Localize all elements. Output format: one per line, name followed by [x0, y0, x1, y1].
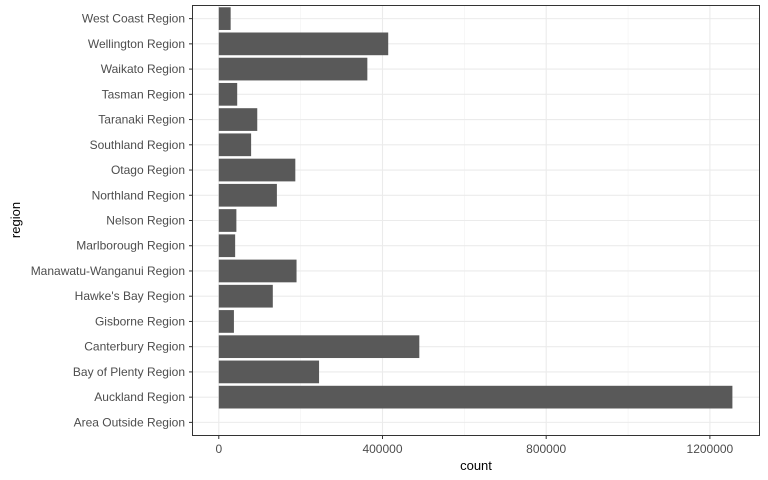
y-tick-label: Taranaki Region	[98, 113, 185, 127]
bar	[218, 158, 296, 182]
bar	[218, 133, 252, 157]
bar	[218, 310, 234, 333]
bar	[218, 209, 237, 232]
bar	[218, 284, 273, 308]
y-tick-label: Nelson Region	[106, 214, 185, 228]
y-tick-label: Waikato Region	[101, 62, 185, 76]
bar	[218, 82, 238, 106]
x-tick-label: 1200000	[687, 442, 734, 456]
y-axis-title: region	[8, 202, 23, 238]
y-tick-label: Southland Region	[90, 138, 185, 152]
y-tick-label: Tasman Region	[102, 87, 185, 101]
bar	[218, 259, 297, 283]
bar	[218, 183, 277, 207]
y-tick-label: Canterbury Region	[84, 340, 185, 354]
y-tick-label: Area Outside Region	[74, 415, 185, 429]
bar	[218, 57, 368, 81]
bar	[218, 335, 420, 359]
y-tick-label: West Coast Region	[82, 12, 185, 26]
y-tick-label: Northland Region	[92, 188, 185, 202]
bars	[218, 7, 733, 409]
y-tick-label: Gisborne Region	[95, 314, 185, 328]
x-axis-title: count	[460, 458, 492, 473]
bar	[218, 32, 389, 56]
y-tick-label: Auckland Region	[94, 390, 185, 404]
y-tick-label: Marlborough Region	[76, 239, 185, 253]
bar	[218, 7, 231, 30]
y-tick-label: Wellington Region	[88, 37, 185, 51]
y-tick-label: Hawke's Bay Region	[75, 289, 185, 303]
x-axis-ticks: 0 400000 800000 1200000	[215, 435, 734, 456]
x-tick-label: 0	[215, 442, 222, 456]
y-axis-ticks: Area Outside Region Auckland Region Bay of…	[31, 12, 193, 429]
y-tick-label: Bay of Plenty Region	[73, 365, 185, 379]
x-tick-label: 800000	[526, 442, 566, 456]
y-tick-label: Manawatu-Wanganui Region	[31, 264, 185, 278]
bar	[218, 108, 258, 131]
x-tick-label: 400000	[362, 442, 402, 456]
bar	[218, 385, 733, 409]
bar	[218, 234, 236, 258]
y-tick-label: Otago Region	[111, 163, 185, 177]
bar	[218, 360, 320, 384]
